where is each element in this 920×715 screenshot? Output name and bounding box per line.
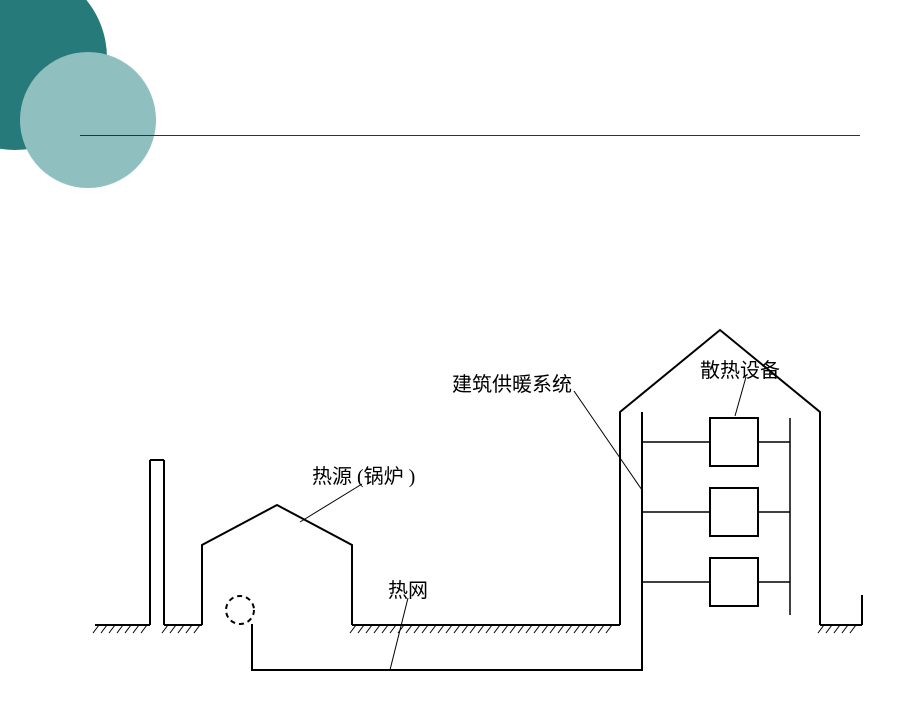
label-building-system: 建筑供暖系统 [452, 368, 572, 397]
diagram-svg [0, 150, 920, 710]
header-divider [80, 135, 860, 136]
heating-system-diagram: 热源 (锅炉 ) 热网 建筑供暖系统 散热设备 [0, 150, 920, 650]
label-heat-network: 热网 [388, 574, 428, 603]
label-heat-source: 热源 (锅炉 ) [312, 460, 415, 489]
label-radiator: 散热设备 [700, 354, 780, 383]
